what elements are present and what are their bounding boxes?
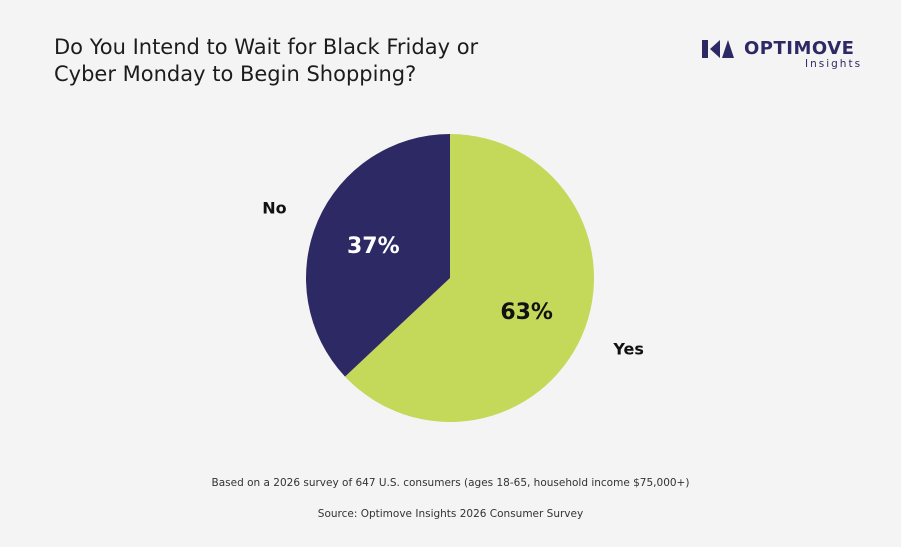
pie-slice-yes (345, 134, 594, 423)
slice-category-label-no: No (262, 198, 286, 217)
slice-category-label-yes: Yes (612, 340, 644, 359)
slice-value-label-yes: 63% (500, 300, 553, 325)
survey-footnote: Based on a 2026 survey of 647 U.S. consu… (211, 477, 690, 489)
logo-wordmark: OPTIMOVE (744, 38, 855, 59)
optimove-logo-icon (702, 40, 734, 58)
chart-title-line-2: Cyber Monday to Begin Shopping? (54, 62, 417, 86)
source-footnote: Source: Optimove Insights 2026 Consumer … (317, 508, 584, 520)
chart-title-line-1: Do You Intend to Wait for Black Friday o… (54, 35, 479, 59)
optimove-logo: OPTIMOVE Insights (702, 38, 872, 72)
logo-subtitle: Insights (805, 58, 863, 70)
pie-slice-no (306, 134, 450, 377)
slice-value-label-no: 37% (347, 234, 400, 259)
chart-title: Do You Intend to Wait for Black Friday o… (54, 34, 478, 88)
